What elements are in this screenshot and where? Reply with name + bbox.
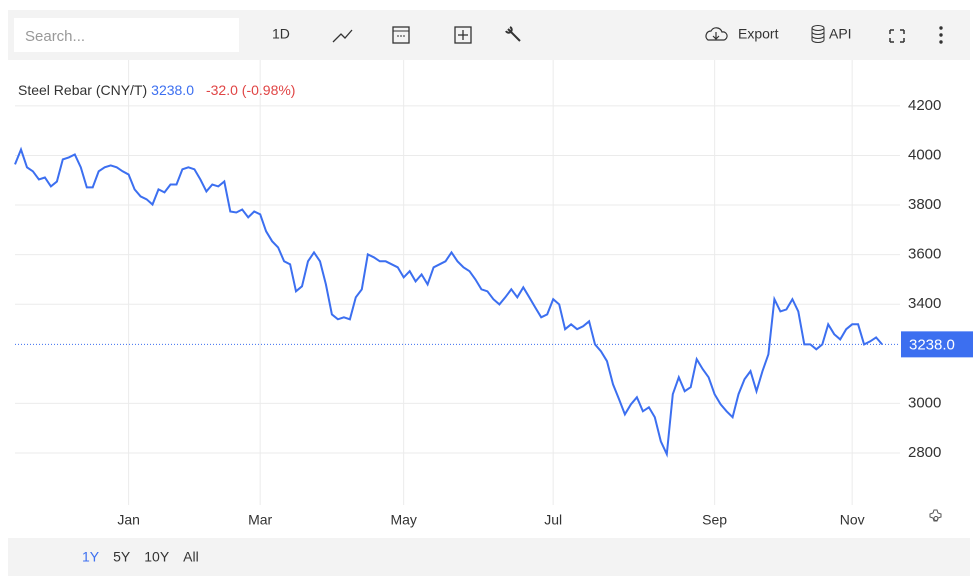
settings-wrench-icon[interactable] bbox=[505, 26, 521, 42]
axis-settings-icon-center bbox=[933, 516, 939, 521]
y-tick-label: 3000 bbox=[908, 394, 941, 411]
chart-type-icon[interactable] bbox=[332, 29, 353, 43]
fullscreen-icon[interactable] bbox=[889, 29, 905, 43]
chart-header: Steel Rebar (CNY/T) 3238.0 -32.0 (-0.98%) bbox=[18, 82, 295, 98]
range-bar bbox=[8, 538, 970, 576]
y-tick-label: 3600 bbox=[908, 246, 941, 263]
search-box[interactable] bbox=[14, 18, 239, 52]
x-tick-label: Sep bbox=[702, 512, 727, 528]
x-tick-label: Mar bbox=[248, 512, 272, 528]
export-button[interactable]: Export bbox=[738, 26, 779, 42]
x-tick-label: Jan bbox=[117, 512, 140, 528]
y-tick-label: 2800 bbox=[908, 444, 941, 461]
api-button[interactable]: API bbox=[829, 26, 852, 42]
y-tick-label: 4200 bbox=[908, 97, 941, 114]
axis-settings-icon[interactable] bbox=[929, 509, 942, 522]
y-tick-label: 4000 bbox=[908, 146, 941, 163]
range-button[interactable]: All bbox=[183, 549, 199, 565]
plot: 2800 3000 3400 3600 3800 4000 4200 Jan Mar May Jul… bbox=[14, 60, 973, 528]
last-price-label: 3238.0 bbox=[909, 336, 955, 353]
range-button[interactable]: 1Y bbox=[82, 549, 100, 565]
last-price: 3238.0 bbox=[151, 82, 194, 98]
interval-button[interactable]: 1D bbox=[272, 26, 290, 42]
compare-icon[interactable] bbox=[454, 26, 472, 44]
api-icon[interactable] bbox=[811, 25, 825, 43]
range-button[interactable]: 5Y bbox=[113, 549, 131, 565]
range-buttons: 1Y 5Y 10Y All bbox=[82, 549, 199, 565]
calendar-icon[interactable] bbox=[392, 26, 410, 44]
price-line bbox=[14, 146, 883, 458]
chart-title: Steel Rebar (CNY/T) bbox=[18, 82, 147, 98]
x-tick-label: May bbox=[390, 512, 416, 528]
price-change: -32.0 (-0.98%) bbox=[206, 82, 295, 98]
search-placeholder: Search... bbox=[25, 28, 85, 45]
y-tick-label: 3400 bbox=[908, 295, 941, 312]
menu-icon[interactable] bbox=[939, 26, 943, 44]
last-price-box bbox=[901, 331, 973, 358]
x-tick-label: Nov bbox=[840, 512, 865, 528]
range-button[interactable]: 10Y bbox=[144, 549, 170, 565]
x-tick-label: Jul bbox=[544, 512, 562, 528]
y-tick-label: 3800 bbox=[908, 196, 941, 213]
export-icon[interactable] bbox=[705, 27, 728, 41]
